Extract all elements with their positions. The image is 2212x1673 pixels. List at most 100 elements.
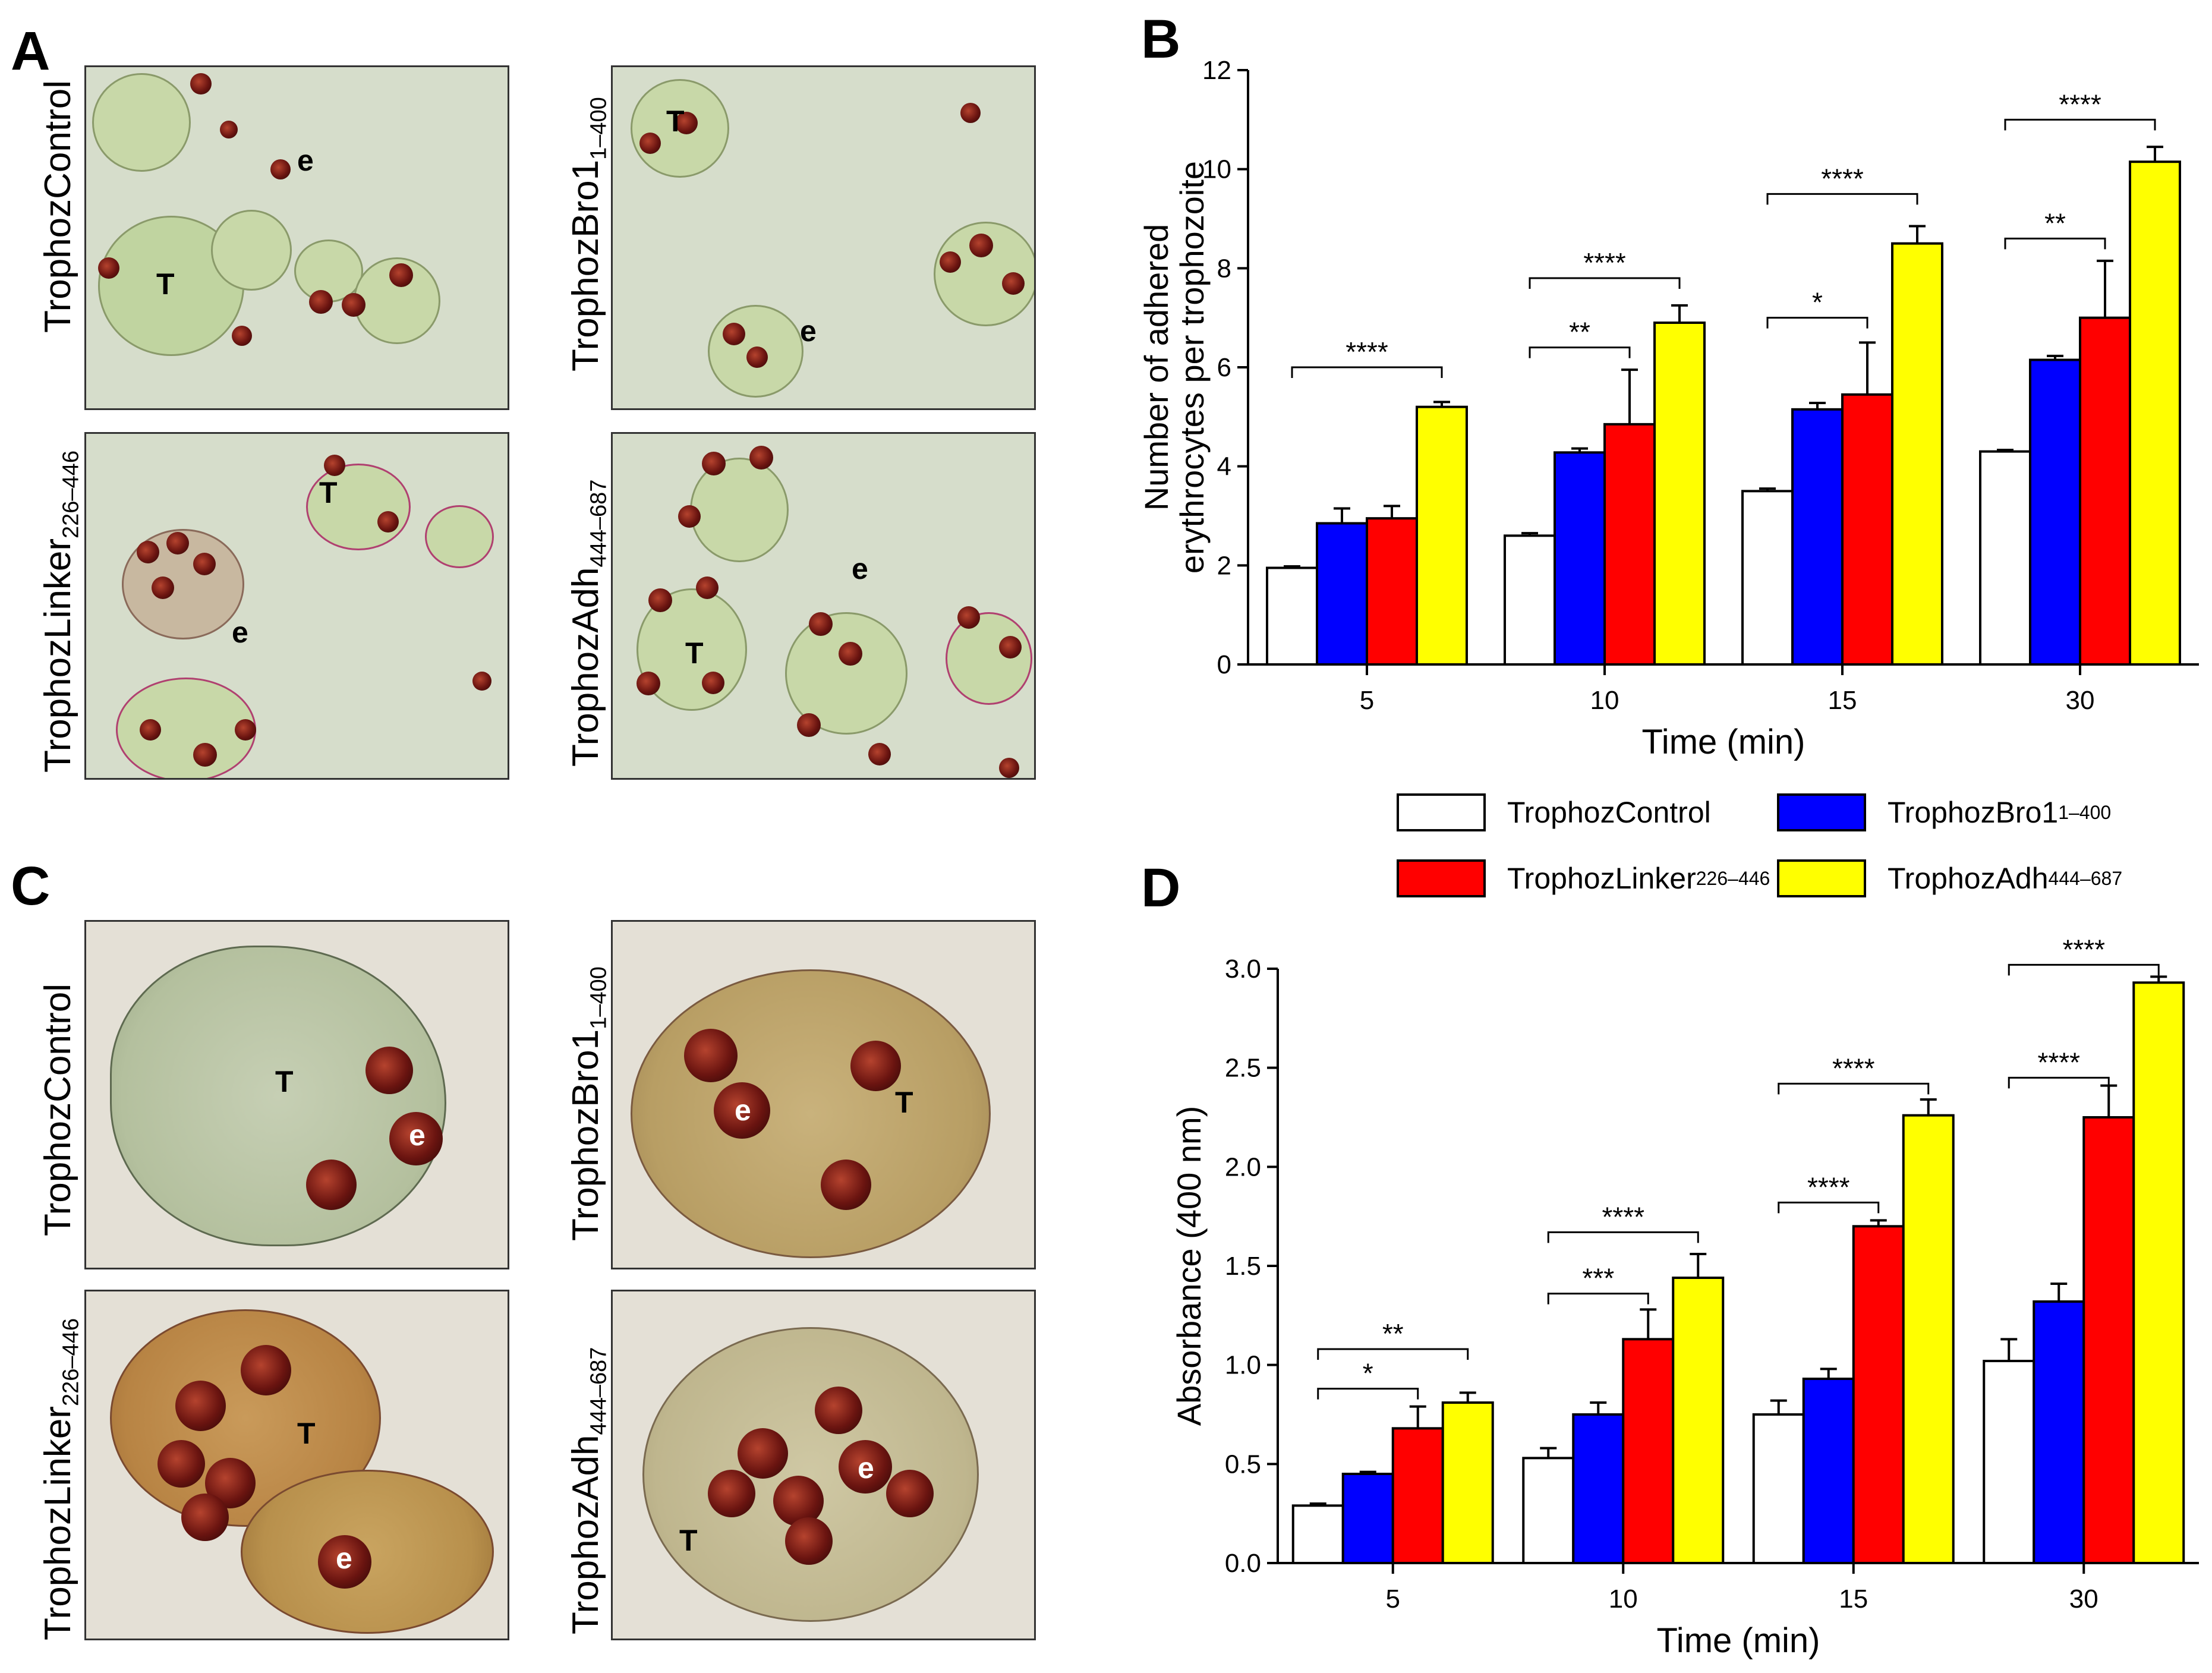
legend-item-linker: TrophozLinker 226–446 — [1397, 859, 1770, 897]
significance-label: **** — [1807, 1171, 1850, 1202]
significance-label: ** — [1382, 1318, 1404, 1349]
y-tick-label: 10 — [1202, 155, 1231, 184]
micrograph-a-linker: T e — [84, 432, 509, 780]
significance-bracket — [2004, 118, 2156, 131]
bar — [1522, 1457, 1575, 1564]
significance-bracket — [1766, 193, 1918, 205]
significance-label: * — [1363, 1358, 1373, 1389]
marker-erythrocyte: e — [852, 552, 868, 585]
micrograph-c-adh: e T — [611, 1290, 1036, 1640]
significance-label: **** — [1583, 247, 1626, 278]
significance-bracket — [1547, 1293, 1649, 1305]
marker-trophozoite: T — [685, 637, 704, 670]
legend-item-control: TrophozControl — [1397, 793, 1711, 831]
significance-label: *** — [1582, 1263, 1614, 1294]
y-tick-label: 0.5 — [1225, 1450, 1261, 1479]
bar — [2132, 981, 2185, 1565]
bar — [1603, 423, 1656, 666]
significance-bracket — [2004, 237, 2106, 250]
panel-a-label-control: TrophozControl — [37, 80, 78, 333]
bar — [1391, 1427, 1444, 1564]
panel-a-label-adh: TrophozAdh444–687 — [565, 479, 612, 767]
bar — [2129, 160, 2181, 666]
significance-bracket — [1778, 1201, 1880, 1214]
y-tick-label: 2.0 — [1225, 1152, 1261, 1182]
panel-c-label-control: TrophozControl — [37, 983, 78, 1236]
marker-erythrocyte: e — [297, 144, 314, 177]
significance-bracket — [2008, 1076, 2110, 1089]
bar — [1791, 408, 1844, 666]
significance-bracket — [1778, 1082, 1930, 1095]
x-tick-label: 5 — [1360, 686, 1374, 715]
bar — [1653, 322, 1706, 666]
bar — [1341, 1473, 1394, 1564]
marker-erythrocyte: e — [232, 616, 248, 649]
y-tick-label: 2 — [1217, 551, 1231, 580]
bar — [1979, 450, 2031, 666]
micrograph-a-control: T e — [84, 65, 509, 410]
x-axis-label: Time (min) — [1642, 723, 1805, 761]
significance-label: **** — [1346, 336, 1388, 367]
significance-bracket — [1317, 1348, 1469, 1360]
bar — [1441, 1401, 1494, 1564]
bar — [1841, 393, 1893, 666]
x-tick-label: 10 — [1609, 1584, 1638, 1614]
significance-bracket — [1547, 1231, 1699, 1243]
bar — [1741, 490, 1794, 666]
significance-bracket — [1766, 317, 1868, 329]
legend-item-adh: TrophozAdh 444–687 — [1777, 859, 2122, 897]
micrograph-a-adh: T e — [611, 432, 1036, 780]
y-tick-label: 8 — [1217, 254, 1231, 283]
marker-erythrocyte: e — [800, 314, 817, 348]
y-axis-label: Absorbance (400 nm) — [1170, 1106, 1208, 1426]
y-tick-label: 4 — [1217, 452, 1231, 481]
significance-label: **** — [2062, 934, 2105, 965]
legend-swatch-control — [1397, 793, 1486, 831]
panel-letter-a: A — [11, 21, 51, 81]
marker-erythrocyte: e — [409, 1119, 426, 1152]
significance-bracket — [1291, 366, 1443, 378]
bar — [1752, 1413, 1805, 1564]
bar — [1672, 1277, 1725, 1564]
significance-label: **** — [2059, 89, 2101, 119]
bar — [1266, 566, 1318, 666]
y-axis-label: Number of adhered — [1137, 224, 1175, 511]
micrograph-c-bro1: e T — [611, 920, 1036, 1269]
bar — [1291, 1504, 1344, 1564]
bar — [1891, 242, 1943, 666]
bar — [1622, 1338, 1675, 1564]
panel-a-label-bro1: TrophozBro11–400 — [565, 97, 612, 371]
marker-trophozoite: T — [666, 105, 685, 138]
micrograph-a-bro1: T e — [611, 65, 1036, 410]
bar — [2033, 1300, 2085, 1564]
marker-trophozoite: T — [156, 267, 175, 301]
marker-trophozoite: T — [275, 1065, 294, 1098]
y-tick-label: 1.0 — [1225, 1351, 1261, 1380]
bar — [1802, 1378, 1855, 1564]
legend-swatch-linker — [1397, 859, 1486, 897]
bar — [2082, 1116, 2135, 1564]
bar — [1554, 451, 1606, 666]
bar — [1983, 1360, 2035, 1564]
panel-letter-d: D — [1141, 858, 1181, 918]
bar — [1902, 1114, 1955, 1564]
significance-label: **** — [2037, 1047, 2080, 1077]
significance-label: **** — [1832, 1053, 1875, 1083]
x-tick-label: 15 — [1828, 686, 1857, 715]
x-tick-label: 5 — [1386, 1584, 1400, 1614]
marker-trophozoite: T — [679, 1524, 698, 1557]
bar — [2079, 316, 2131, 666]
bar — [1572, 1413, 1625, 1564]
legend-item-bro1: TrophozBro1 1–400 — [1777, 793, 2111, 831]
marker-trophozoite: T — [319, 476, 338, 509]
significance-label: * — [1812, 287, 1823, 318]
panel-c-label-bro1: TrophozBro11–400 — [565, 966, 612, 1241]
significance-label: ** — [2044, 207, 2066, 238]
panel-a-label-linker: TrophozLinker226–446 — [37, 450, 84, 773]
panel-letter-c: C — [11, 856, 51, 916]
x-axis-label: Time (min) — [1657, 1621, 1820, 1660]
bar — [1416, 405, 1468, 666]
x-tick-label: 10 — [1590, 686, 1619, 715]
marker-erythrocyte: e — [336, 1542, 352, 1575]
marker-erythrocyte: e — [735, 1094, 751, 1127]
